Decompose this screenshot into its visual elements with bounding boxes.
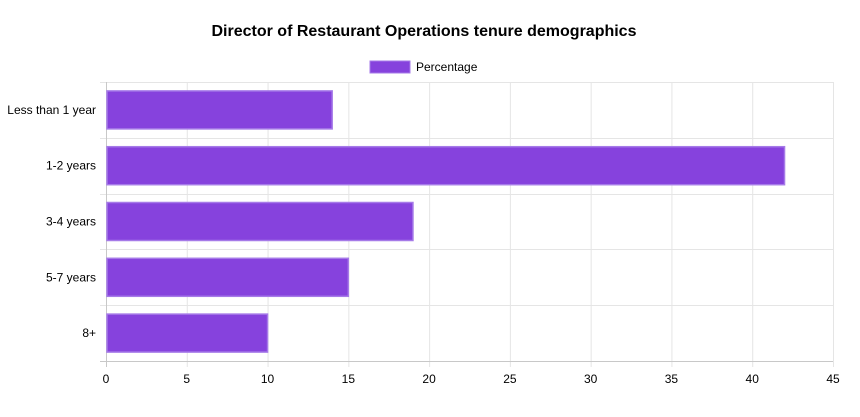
y-tick-label-2: 3-4 years — [46, 215, 96, 229]
x-tick-label-15: 15 — [342, 372, 356, 386]
bar-3[interactable] — [107, 258, 348, 296]
bar-chart: Director of Restaurant Operations tenure… — [0, 0, 860, 417]
x-tick-label-10: 10 — [261, 372, 275, 386]
legend-label-percentage[interactable]: Percentage — [416, 60, 478, 74]
bar-4[interactable] — [107, 314, 268, 352]
x-tick-label-30: 30 — [584, 372, 598, 386]
x-tick-label-0: 0 — [103, 372, 110, 386]
chart-title: Director of Restaurant Operations tenure… — [212, 23, 637, 40]
x-axis-labels: 0 5 10 15 20 25 30 35 40 45 — [103, 372, 840, 386]
y-tick-label-4: 8+ — [82, 326, 96, 340]
x-tick-label-40: 40 — [746, 372, 760, 386]
x-tick-label-45: 45 — [826, 372, 840, 386]
bar-2[interactable] — [107, 203, 413, 241]
y-tick-label-0: Less than 1 year — [7, 103, 96, 117]
y-axis-labels: Less than 1 year 1-2 years 3-4 years 5-7 ye… — [7, 103, 96, 340]
chart-container: Director of Restaurant Operations tenure… — [0, 0, 860, 417]
y-tick-label-1: 1-2 years — [46, 159, 96, 173]
x-tick-label-20: 20 — [422, 372, 436, 386]
y-tick-label-3: 5-7 years — [46, 270, 96, 284]
legend[interactable]: Percentage — [370, 60, 478, 74]
bar-1[interactable] — [107, 147, 785, 185]
legend-swatch-percentage[interactable] — [370, 61, 410, 73]
x-tick-label-25: 25 — [503, 372, 517, 386]
x-tick-label-35: 35 — [665, 372, 679, 386]
bars — [107, 91, 785, 352]
x-tick-label-5: 5 — [183, 372, 190, 386]
bar-0[interactable] — [107, 91, 332, 129]
